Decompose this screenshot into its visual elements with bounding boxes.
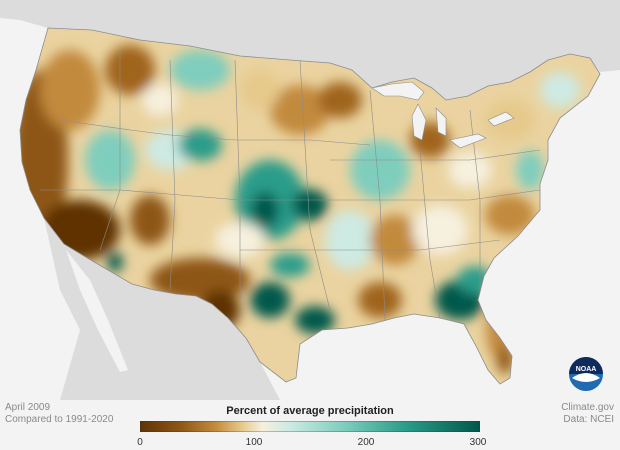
source-data: Data: NCEI (563, 414, 614, 425)
great-lakes (371, 81, 515, 149)
map-date-info: April 2009 Compared to 1991-2020 (5, 402, 113, 426)
map-baseline: Compared to 1991-2020 (5, 414, 114, 425)
mexico-landmass (44, 218, 280, 400)
us-precipitation-map (0, 0, 620, 400)
legend-tick-300: 300 (469, 437, 487, 448)
baja-peninsula (66, 250, 128, 372)
map-month: April 2009 (5, 402, 51, 413)
svg-text:NOAA: NOAA (576, 366, 597, 373)
legend-footer: April 2009 Compared to 1991-2020 Percent… (0, 400, 620, 450)
legend-tick-100: 100 (245, 437, 263, 448)
source-site: Climate.gov (561, 402, 614, 413)
legend-tick-0: 0 (137, 437, 143, 448)
noaa-logo: NOAA (569, 357, 603, 391)
canada-landmass (0, 0, 620, 100)
us-outline (19, 27, 601, 385)
source-info: Climate.gov Data: NCEI (561, 402, 614, 426)
legend-title: Percent of average precipitation (226, 405, 394, 417)
legend-tick-200: 200 (357, 437, 375, 448)
legend-color-bar (140, 421, 480, 432)
